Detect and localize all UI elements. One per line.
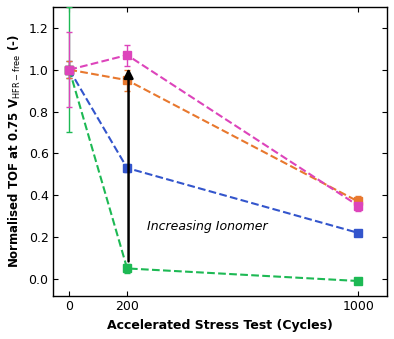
- X-axis label: Accelerated Stress Test (Cycles): Accelerated Stress Test (Cycles): [107, 319, 333, 332]
- Text: Increasing Ionomer: Increasing Ionomer: [147, 220, 268, 233]
- Y-axis label: Normalised TOF at 0.75 V$_{\mathrm{HFR-free}}$ (-): Normalised TOF at 0.75 V$_{\mathrm{HFR-f…: [7, 35, 23, 268]
